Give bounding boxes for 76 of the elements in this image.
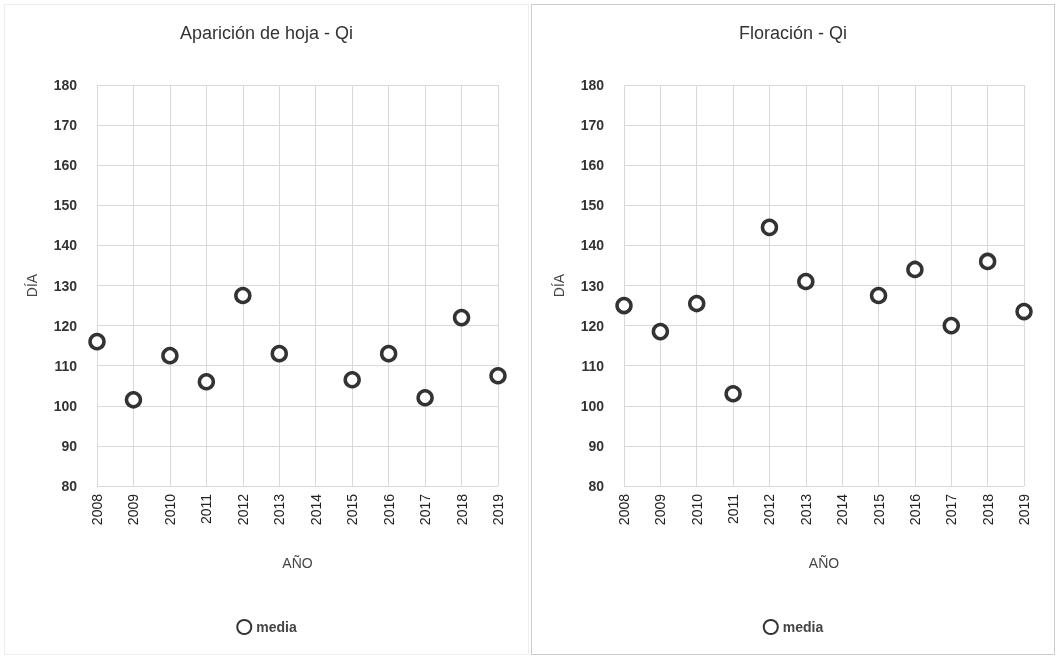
x-tick-label: 2013 — [271, 493, 288, 526]
y-tick-label: 170 — [580, 117, 605, 134]
y-tick-label: 110 — [54, 357, 78, 374]
x-axis-title: AÑO — [282, 555, 313, 571]
y-tick-label: 120 — [580, 317, 605, 334]
point — [379, 344, 398, 363]
point — [687, 294, 706, 313]
legend-label: media — [782, 619, 824, 635]
y-tick-label: 130 — [580, 277, 605, 294]
point — [489, 366, 507, 385]
point — [416, 389, 434, 407]
y-tick-label: 150 — [580, 197, 605, 214]
x-tick-label: 2017 — [943, 493, 960, 526]
point — [651, 322, 670, 341]
point — [234, 286, 252, 305]
x-tick-label: 2017 — [417, 493, 434, 526]
x-tick-label: 2012 — [761, 493, 778, 526]
x-tick-label: 2014 — [834, 493, 851, 526]
x-tick-label: 2015 — [344, 493, 361, 526]
y-tick-label: 80 — [61, 478, 78, 494]
x-tick-label: 2012 — [234, 493, 251, 526]
y-axis-title: DÍA — [24, 273, 40, 298]
point — [88, 332, 106, 351]
chart-title: Floración - Qi — [738, 23, 848, 43]
legend-label: media — [256, 619, 297, 635]
point — [343, 370, 361, 389]
point — [906, 260, 924, 279]
x-tick-label: 2011 — [725, 493, 742, 525]
y-tick-label: 90 — [61, 437, 78, 454]
chart-title: Aparición de hoja - Qi — [179, 23, 354, 43]
point — [124, 391, 143, 409]
point — [1015, 302, 1033, 321]
y-tick-label: 160 — [53, 157, 78, 174]
x-tick-label: 2008 — [89, 493, 105, 526]
point — [869, 286, 888, 305]
x-tick-label: 2010 — [688, 493, 705, 526]
x-tick-label: 2009 — [652, 493, 669, 526]
y-tick-label: 140 — [580, 237, 605, 254]
y-tick-label: 100 — [580, 397, 605, 414]
point — [724, 385, 742, 403]
y-axis-title: DÍA — [551, 273, 567, 298]
x-tick-label: 2019 — [1016, 493, 1032, 526]
x-tick-label: 2019 — [490, 493, 506, 526]
x-tick-label: 2016 — [380, 493, 397, 526]
x-tick-label: 2011 — [198, 493, 215, 525]
y-tick-label: 140 — [53, 237, 78, 254]
point — [978, 252, 997, 271]
point — [615, 296, 633, 315]
x-tick-label: 2013 — [797, 493, 814, 526]
x-tick-label: 2014 — [307, 493, 324, 526]
x-tick-label: 2008 — [616, 493, 632, 526]
x-tick-label: 2010 — [161, 493, 178, 526]
point — [942, 316, 961, 335]
point — [452, 308, 471, 327]
x-tick-label: 2016 — [906, 493, 923, 526]
point — [197, 372, 216, 391]
y-tick-label: 100 — [53, 397, 78, 414]
y-tick-label: 170 — [53, 117, 78, 134]
x-tick-label: 2015 — [870, 493, 887, 526]
y-tick-label: 80 — [588, 478, 605, 494]
y-tick-label: 180 — [580, 77, 605, 93]
y-tick-label: 150 — [53, 197, 78, 214]
y-tick-label: 110 — [581, 357, 605, 374]
x-tick-label: 2018 — [453, 493, 470, 526]
x-tick-label: 2018 — [979, 493, 996, 526]
point — [270, 344, 289, 363]
y-tick-label: 130 — [53, 277, 78, 294]
y-tick-label: 90 — [588, 437, 605, 454]
point — [797, 272, 815, 291]
point — [760, 218, 779, 237]
y-tick-label: 180 — [53, 77, 78, 93]
x-axis-title: AÑO — [808, 555, 840, 571]
y-tick-label: 120 — [53, 317, 78, 334]
point — [161, 346, 179, 365]
y-tick-label: 160 — [580, 157, 605, 174]
x-tick-label: 2009 — [125, 493, 142, 526]
